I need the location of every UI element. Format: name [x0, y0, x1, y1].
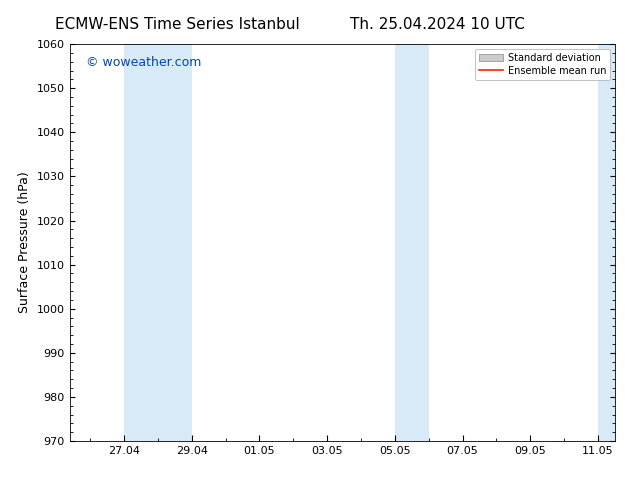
- Bar: [395, 44, 429, 441]
- Bar: [124, 44, 191, 441]
- Text: Th. 25.04.2024 10 UTC: Th. 25.04.2024 10 UTC: [350, 17, 525, 32]
- Bar: [598, 44, 615, 441]
- Y-axis label: Surface Pressure (hPa): Surface Pressure (hPa): [18, 172, 31, 314]
- Legend: Standard deviation, Ensemble mean run: Standard deviation, Ensemble mean run: [475, 49, 610, 80]
- Text: ECMW-ENS Time Series Istanbul: ECMW-ENS Time Series Istanbul: [55, 17, 300, 32]
- Text: © woweather.com: © woweather.com: [86, 56, 202, 69]
